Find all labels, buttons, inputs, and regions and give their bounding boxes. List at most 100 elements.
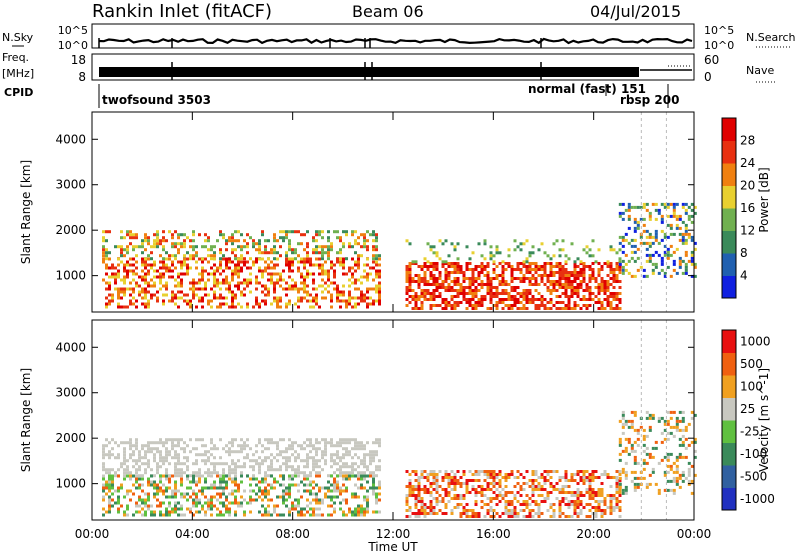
- data-cell: [201, 305, 204, 309]
- data-cell: [555, 301, 559, 304]
- data-cell: [249, 447, 252, 451]
- data-cell: [537, 476, 541, 479]
- data-cell: [504, 485, 508, 488]
- data-cell: [654, 208, 658, 212]
- data-cell: [108, 498, 111, 502]
- data-cell: [582, 277, 586, 280]
- data-cell: [189, 507, 192, 511]
- data-cell: [612, 271, 616, 274]
- data-cell: [495, 248, 499, 252]
- data-cell: [411, 280, 415, 283]
- data-cell: [135, 486, 138, 490]
- data-cell: [324, 441, 327, 445]
- colorbar-tick-label: 1000: [740, 334, 771, 348]
- data-cell: [270, 459, 273, 463]
- data-cell: [372, 299, 375, 303]
- data-cell: [237, 245, 240, 249]
- data-cell: [303, 441, 306, 445]
- data-cell: [147, 444, 150, 448]
- data-cell: [279, 468, 282, 472]
- data-cell: [648, 241, 652, 245]
- data-cell: [339, 305, 342, 309]
- data-cell: [441, 479, 445, 482]
- data-cell: [294, 459, 297, 463]
- data-cell: [438, 304, 442, 307]
- data-cell: [204, 444, 207, 448]
- data-cell: [555, 271, 559, 274]
- data-cell: [156, 245, 159, 249]
- data-cell: [264, 251, 267, 255]
- data-cell: [237, 483, 240, 487]
- data-cell: [315, 302, 318, 306]
- data-cell: [429, 277, 433, 280]
- data-cell: [627, 440, 631, 444]
- data-cell: [189, 266, 192, 270]
- data-cell: [315, 474, 318, 478]
- data-cell: [321, 453, 324, 457]
- data-cell: [480, 494, 484, 497]
- data-cell: [213, 290, 216, 294]
- data-cell: [423, 488, 427, 491]
- data-cell: [285, 257, 288, 261]
- data-cell: [303, 513, 306, 517]
- data-cell: [636, 268, 640, 272]
- data-cell: [108, 441, 111, 445]
- data-cell: [525, 307, 529, 310]
- data-cell: [129, 453, 132, 457]
- data-cell: [165, 257, 168, 261]
- data-cell: [543, 488, 547, 491]
- data-cell: [294, 441, 297, 445]
- data-cell: [615, 491, 619, 494]
- data-cell: [222, 513, 225, 517]
- data-cell: [489, 497, 493, 500]
- data-cell: [609, 295, 613, 298]
- data-cell: [621, 259, 625, 263]
- data-cell: [225, 239, 228, 243]
- data-cell: [627, 202, 631, 206]
- data-cell: [375, 474, 378, 478]
- data-cell: [333, 471, 336, 475]
- data-cell: [636, 223, 640, 227]
- data-cell: [645, 253, 649, 257]
- data-cell: [351, 495, 354, 499]
- data-cell: [438, 239, 442, 243]
- data-cell: [261, 489, 264, 493]
- data-cell: [486, 289, 490, 292]
- y-tick-label: 2000: [55, 431, 86, 445]
- data-cell: [156, 471, 159, 475]
- data-cell: [408, 473, 412, 476]
- data-cell: [468, 491, 472, 494]
- data-cell: [420, 307, 424, 310]
- data-cell: [609, 512, 613, 515]
- data-cell: [261, 272, 264, 276]
- data-cell: [516, 491, 520, 494]
- data-cell: [162, 248, 165, 252]
- data-cell: [573, 265, 577, 268]
- data-cell: [108, 299, 111, 303]
- data-cell: [480, 506, 484, 509]
- data-cell: [414, 512, 418, 515]
- data-cell: [519, 494, 523, 497]
- data-cell: [150, 450, 153, 454]
- data-cell: [303, 278, 306, 282]
- data-cell: [252, 498, 255, 502]
- data-cell: [258, 510, 261, 514]
- data-cell: [273, 441, 276, 445]
- data-cell: [546, 473, 550, 476]
- data-cell: [240, 480, 243, 484]
- data-cell: [510, 274, 514, 277]
- data-cell: [261, 275, 264, 279]
- data-cell: [165, 507, 168, 511]
- data-cell: [141, 507, 144, 511]
- data-cell: [645, 434, 649, 438]
- data-cell: [543, 268, 547, 271]
- data-cell: [615, 295, 619, 298]
- data-cell: [345, 305, 348, 309]
- data-cell: [558, 277, 562, 280]
- data-cell: [597, 268, 601, 271]
- data-cell: [225, 263, 228, 267]
- data-cell: [375, 272, 378, 276]
- data-cell: [552, 274, 556, 277]
- freq-tick-low: 8: [78, 70, 86, 84]
- data-cell: [102, 477, 105, 481]
